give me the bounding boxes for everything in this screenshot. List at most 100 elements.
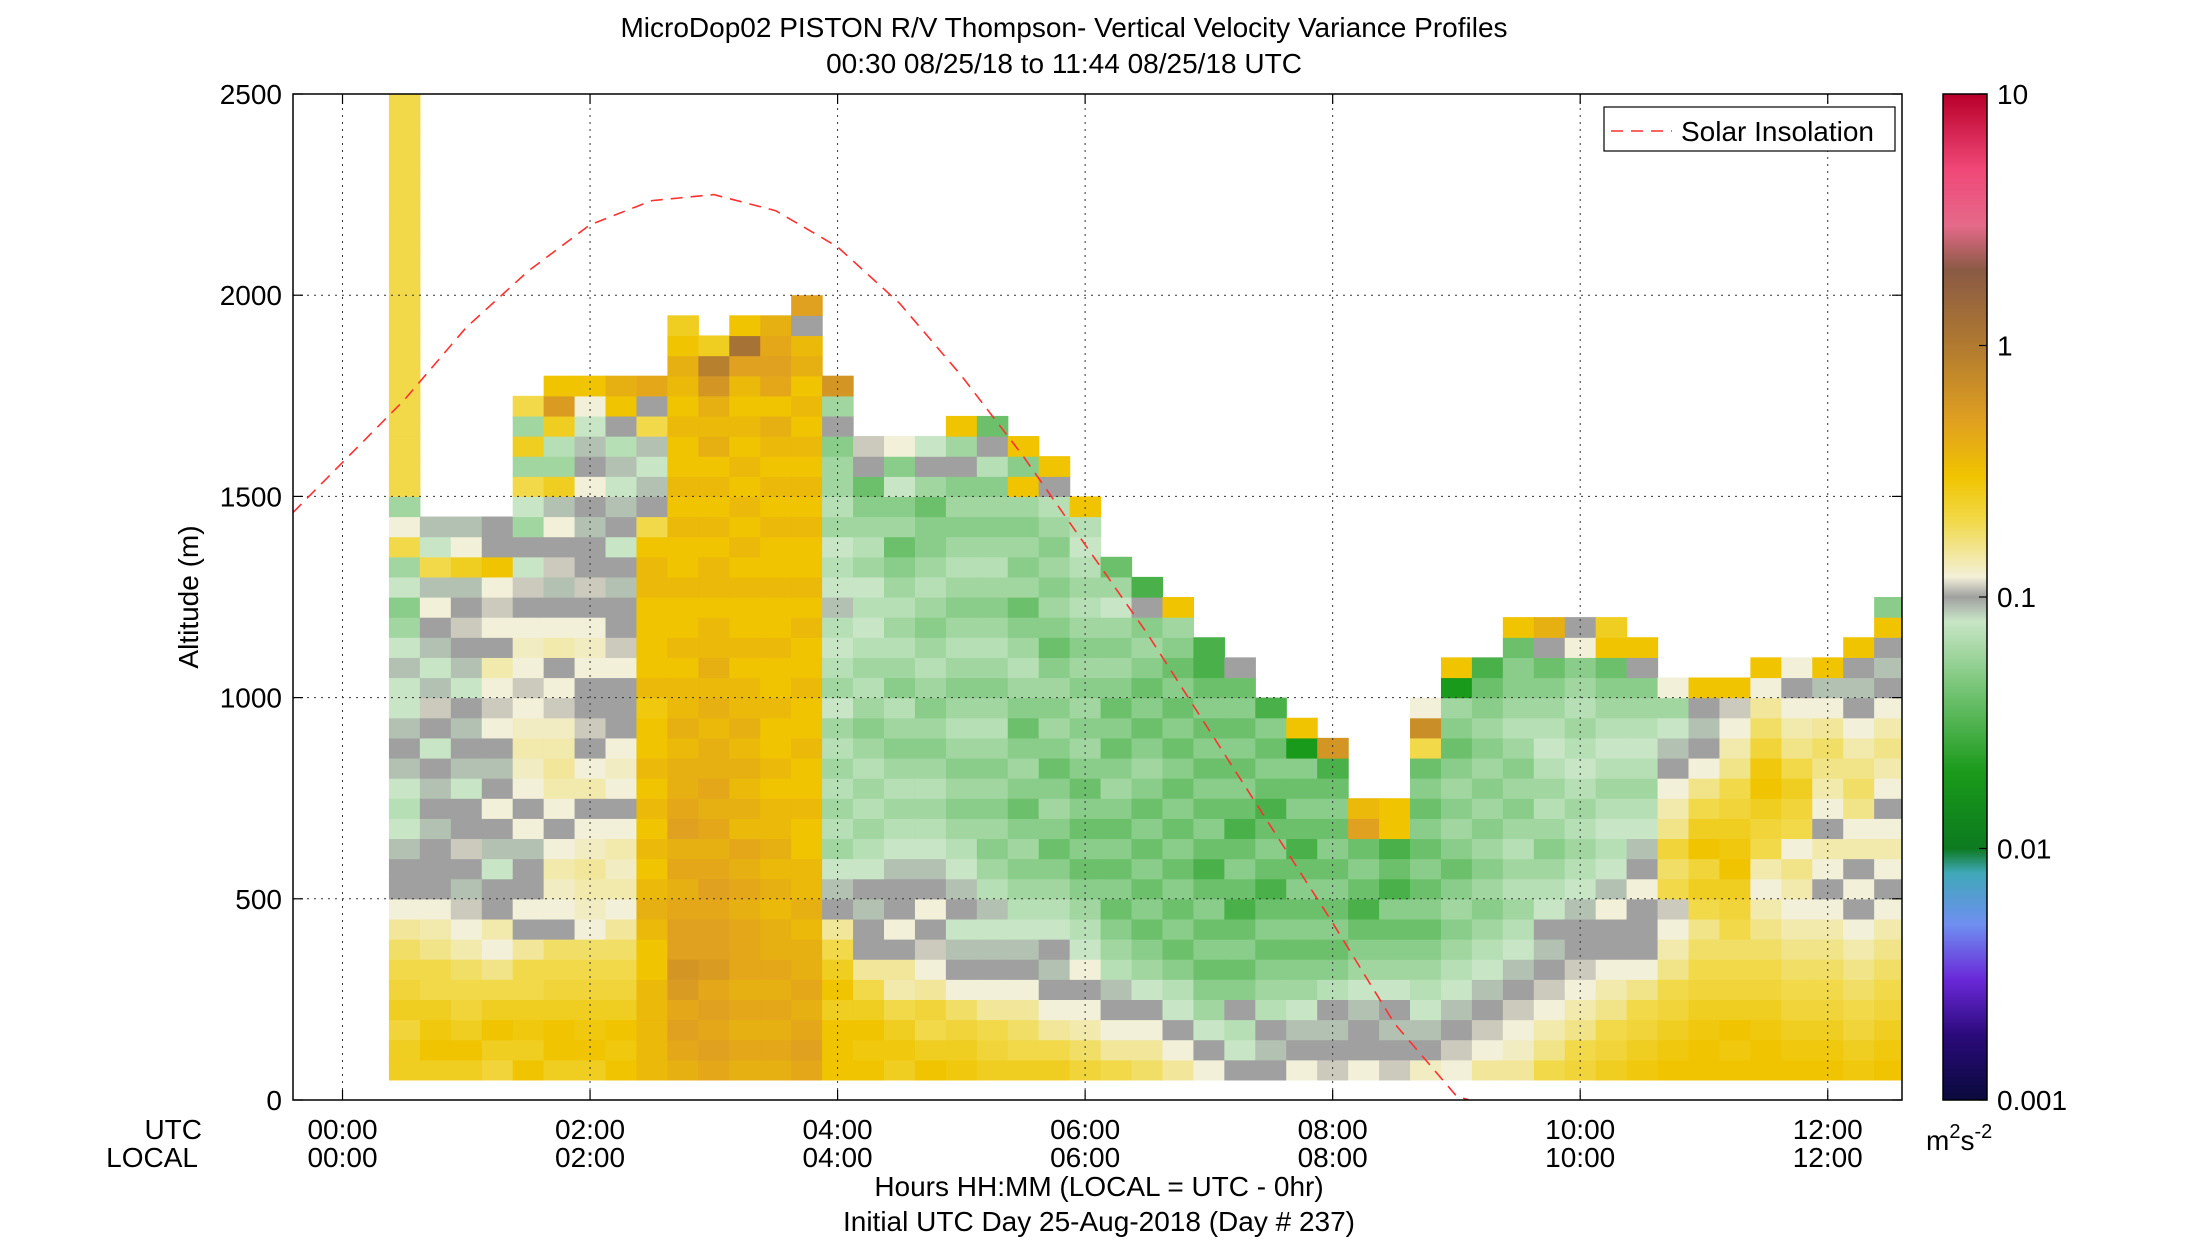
- heatmap-cell: [1998, 1060, 2030, 1081]
- heatmap-cell: [1657, 939, 1690, 960]
- y-tick-label: 1000: [220, 683, 282, 714]
- legend-label-solar-insolation: Solar Insolation: [1681, 116, 1874, 147]
- heatmap-cell: [2184, 758, 2201, 779]
- heatmap-cell: [1502, 858, 1535, 880]
- heatmap-cell: [1564, 878, 1597, 900]
- heatmap-cell: [1781, 677, 1813, 699]
- heatmap-cell: [1193, 657, 1225, 679]
- heatmap-cell: [543, 617, 576, 638]
- heatmap-cell: [1193, 818, 1225, 840]
- heatmap-cell: [1038, 918, 1071, 940]
- heatmap-cell: [1131, 1039, 1164, 1061]
- heatmap-cell: [853, 576, 885, 598]
- heatmap-cell: [1719, 838, 1751, 860]
- heatmap-cell: [1471, 878, 1504, 900]
- heatmap-cell: [667, 737, 699, 759]
- heatmap-cell: [2060, 698, 2092, 719]
- heatmap-cell: [2091, 838, 2123, 859]
- heatmap-cell: [1440, 898, 1473, 920]
- heatmap-cell: [822, 516, 854, 538]
- heatmap-cell: [1905, 899, 1937, 920]
- heatmap-cell: [729, 717, 761, 739]
- heatmap-cell: [1038, 757, 1071, 779]
- y-tick-label: 2500: [220, 79, 282, 110]
- heatmap-cell: [2029, 677, 2061, 698]
- heatmap-cell: [1874, 939, 1902, 960]
- heatmap-cell: [605, 456, 638, 477]
- heatmap-cell: [419, 556, 452, 578]
- heatmap-cell: [419, 597, 452, 618]
- heatmap-cell: [1131, 657, 1164, 679]
- heatmap-cell: [1100, 1019, 1133, 1041]
- heatmap-cell: [1781, 979, 1813, 1000]
- heatmap-cell: [543, 496, 576, 518]
- heatmap-cell: [512, 898, 545, 920]
- heatmap-cell: [481, 878, 514, 900]
- heatmap-cell: [388, 214, 421, 236]
- heatmap-cell: [1626, 677, 1659, 699]
- heatmap-cell: [1843, 1039, 1875, 1061]
- heatmap-cell: [1905, 798, 1937, 819]
- heatmap-cell: [1502, 838, 1535, 860]
- heatmap-cell: [419, 536, 452, 558]
- heatmap-cell: [450, 959, 483, 980]
- heatmap-cell: [976, 979, 1009, 1000]
- heatmap-cell: [419, 999, 452, 1021]
- heatmap-cell: [791, 456, 823, 477]
- heatmap-cell: [574, 979, 607, 1000]
- heatmap-cell: [2029, 1060, 2061, 1081]
- heatmap-cell: [450, 717, 483, 739]
- heatmap-cell: [1998, 919, 2030, 940]
- heatmap-cell: [1626, 1059, 1659, 1081]
- heatmap-cell: [1038, 496, 1071, 518]
- heatmap-cell: [512, 556, 545, 578]
- heatmap-cell: [574, 818, 607, 840]
- x-axis-label-day: Initial UTC Day 25-Aug-2018 (Day # 237): [843, 1206, 1355, 1237]
- heatmap-cell: [1874, 798, 1902, 819]
- x-tick-label-local: 06:00: [1050, 1142, 1120, 1173]
- heatmap-cell: [729, 597, 761, 618]
- heatmap-cell: [1905, 919, 1937, 940]
- heatmap-cell: [1998, 778, 2030, 799]
- heatmap-cell: [2122, 1020, 2154, 1041]
- heatmap-cell: [1905, 959, 1937, 980]
- heatmap-cell: [2153, 1060, 2185, 1081]
- heatmap-cell: [450, 677, 483, 699]
- heatmap-cell: [1224, 999, 1256, 1021]
- heatmap-cell: [1069, 717, 1102, 739]
- heatmap-cell: [1131, 717, 1164, 739]
- heatmap-cell: [2184, 859, 2201, 880]
- heatmap-cell: [1905, 838, 1937, 859]
- heatmap-cell: [1317, 737, 1349, 759]
- heatmap-cell: [914, 677, 947, 699]
- heatmap-cell: [543, 476, 576, 497]
- heatmap-cell: [760, 415, 792, 437]
- heatmap-cell: [1781, 737, 1813, 759]
- heatmap-cell: [1657, 1019, 1690, 1041]
- heatmap-cell: [914, 436, 947, 457]
- heatmap-cell: [1255, 838, 1287, 860]
- heatmap-cell: [884, 576, 916, 598]
- heatmap-cell: [1069, 1039, 1102, 1061]
- heatmap-cell: [1812, 697, 1844, 719]
- heatmap-cell: [1100, 597, 1133, 618]
- heatmap-cell: [1595, 617, 1628, 638]
- heatmap-cell: [605, 436, 638, 457]
- heatmap-cell: [976, 798, 1009, 819]
- heatmap-cell: [388, 838, 421, 860]
- heatmap-cell: [698, 999, 730, 1021]
- heatmap-cell: [1193, 959, 1225, 980]
- heatmap-cell: [2184, 798, 2201, 819]
- heatmap-cell: [1719, 918, 1751, 940]
- heatmap-cell: [1533, 617, 1566, 638]
- heatmap-cell: [1626, 818, 1659, 840]
- heatmap-cell: [1100, 1059, 1133, 1081]
- heatmap-cell: [1100, 878, 1133, 900]
- heatmap-cell: [884, 999, 916, 1021]
- heatmap-cell: [698, 737, 730, 759]
- heatmap-cell: [853, 516, 885, 538]
- heatmap-cell: [1255, 1019, 1287, 1041]
- heatmap-cell: [1224, 979, 1256, 1000]
- heatmap-cell: [1162, 717, 1195, 739]
- heatmap-cell: [1224, 1039, 1256, 1061]
